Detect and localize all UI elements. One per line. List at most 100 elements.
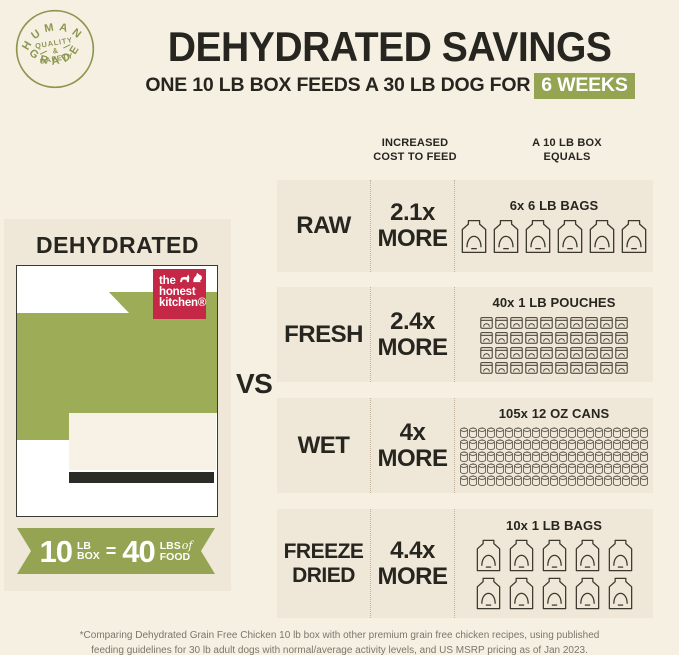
can-icon — [532, 439, 540, 450]
multiplier-more: MORE — [377, 333, 449, 361]
can-icon — [523, 475, 531, 486]
can-icon — [541, 475, 549, 486]
pouch-icon — [570, 317, 583, 329]
can-icon — [613, 463, 621, 474]
bag-icon — [461, 219, 487, 254]
subtitle-text: ONE 10 LB BOX FEEDS A 30 LB DOG FOR — [145, 74, 531, 96]
can-icon — [523, 439, 531, 450]
pouch-icon — [510, 317, 523, 329]
page-subtitle: ONE 10 LB BOX FEEDS A 30 LB DOG FOR 6 WEE… — [112, 73, 668, 99]
bag-icon — [525, 219, 551, 254]
can-icon — [505, 427, 513, 438]
panel-heading: DEHYDRATED — [35, 232, 200, 258]
ribbon-text: 10 LB BOX = 40 LBSof FOOD — [17, 528, 215, 574]
can-icon — [586, 475, 594, 486]
can-icon — [604, 427, 612, 438]
can-icon — [469, 475, 477, 486]
can-icon — [559, 427, 567, 438]
can-icon — [622, 463, 630, 474]
bag-icon — [557, 219, 583, 254]
can-icon — [487, 463, 495, 474]
can-icon — [550, 463, 558, 474]
can-icon — [559, 439, 567, 450]
can-icon — [514, 451, 522, 462]
multiplier-value: 4.4x — [390, 536, 435, 564]
pouch-icon — [585, 317, 598, 329]
row-multiplier: 4x MORE — [370, 398, 455, 493]
pouch-icon — [480, 347, 493, 359]
pouch-icon — [615, 332, 628, 344]
can-icon — [487, 475, 495, 486]
bag-icon-grid — [460, 219, 648, 254]
equals-header-line2: EQUALS — [543, 151, 591, 164]
multiplier-value: 2.4x — [390, 307, 435, 335]
equals-header-line1: A 10 LB BOX — [532, 137, 602, 149]
pouch-icon — [600, 332, 613, 344]
can-icon — [514, 463, 522, 474]
bag-icon — [493, 219, 519, 254]
multiplier-value: 2.1x — [390, 199, 435, 227]
pouch-icon — [480, 332, 493, 344]
bag-icon — [542, 539, 566, 571]
multiplier-value: 4x — [399, 418, 426, 446]
pouch-icon — [600, 362, 613, 374]
can-icon — [613, 475, 621, 486]
can-icon — [532, 427, 540, 438]
can-icon — [532, 451, 540, 462]
row-label: RAW — [296, 212, 351, 239]
can-icon — [460, 463, 468, 474]
product-box-cream-area — [69, 413, 216, 470]
badge-ampersand-text: & — [52, 46, 59, 56]
brand-line1: the — [159, 275, 176, 287]
can-icon — [469, 439, 477, 450]
can-icon — [613, 439, 621, 450]
pouch-icon — [615, 317, 628, 329]
equivalence-caption: 105x 12 OZ CANS — [498, 405, 610, 421]
can-icon — [595, 439, 603, 450]
equivalence-caption: 6x 6 LB BAGS — [509, 198, 599, 213]
can-icon — [568, 475, 576, 486]
can-icon — [595, 451, 603, 462]
vs-label: VS — [236, 368, 273, 399]
row-equivalence: 105x 12 OZ CANS — [455, 398, 653, 493]
ribbon-box: BOX — [77, 550, 100, 562]
can-icon — [478, 475, 486, 486]
pouch-icon — [540, 317, 553, 329]
brand-logo: the honest kitchen® — [153, 269, 206, 319]
comparison-row-fresh: FRESH 2.4x MORE 40x 1 LB POUCHES — [277, 287, 653, 382]
can-icon — [595, 427, 603, 438]
can-icon — [478, 463, 486, 474]
can-icon — [496, 427, 504, 438]
can-icon — [631, 451, 639, 462]
can-icon — [460, 475, 468, 486]
can-icon — [559, 463, 567, 474]
cost-header-line2: COST TO FEED — [373, 151, 457, 164]
can-icon — [550, 439, 558, 450]
can-icon — [586, 451, 594, 462]
row-equivalence: 40x 1 LB POUCHES — [455, 287, 653, 382]
can-icon-grid — [460, 427, 648, 486]
pouch-icon-grid — [480, 316, 628, 374]
ribbon-value-40: 40 — [122, 533, 155, 569]
row-label: WET — [297, 431, 350, 459]
can-icon — [568, 463, 576, 474]
can-icon — [550, 475, 558, 486]
can-icon — [514, 427, 522, 438]
pouch-icon — [570, 347, 583, 359]
multiplier-more: MORE — [377, 225, 449, 252]
pouch-icon — [540, 347, 553, 359]
bag-icon — [589, 219, 615, 254]
can-icon — [577, 451, 585, 462]
can-icon — [631, 463, 639, 474]
footnote-line2: feeding guidelines for 30 lb adult dogs … — [91, 644, 588, 655]
can-icon — [613, 427, 621, 438]
can-icon — [523, 463, 531, 474]
pouch-icon — [600, 347, 613, 359]
can-icon — [568, 451, 576, 462]
row-label: FRESH — [284, 320, 363, 348]
product-box-white-band — [17, 292, 129, 313]
can-icon — [577, 427, 585, 438]
bag-icon — [575, 577, 599, 609]
footnote-line1: *Comparing Dehydrated Grain Free Chicken… — [79, 630, 600, 641]
